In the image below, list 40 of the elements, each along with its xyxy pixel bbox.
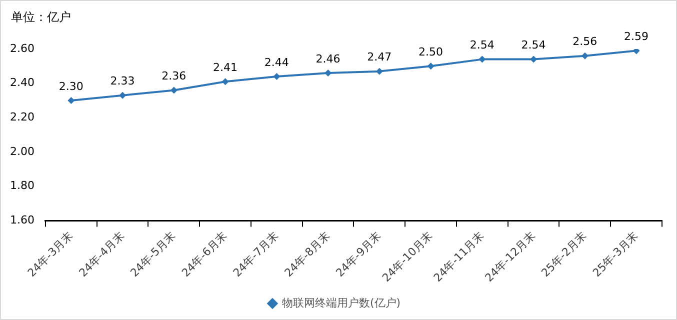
data-label: 2.54 xyxy=(470,38,494,52)
x-tick-label: 24年-7月末 xyxy=(230,229,281,280)
point xyxy=(632,49,640,54)
y-tick-label: 2.60 xyxy=(10,42,34,55)
x-tick-label: 24年-4月末 xyxy=(76,229,127,280)
point xyxy=(324,70,332,77)
point xyxy=(68,97,75,104)
y-tick-label: 2.40 xyxy=(10,76,34,90)
point xyxy=(170,86,178,94)
x-tick-label: 24年-5月末 xyxy=(128,229,178,280)
data-label: 2.41 xyxy=(213,60,238,74)
data-label: 2.46 xyxy=(316,52,340,66)
x-tick-label: 24年-3月末 xyxy=(25,229,76,280)
x-tick-label: 25年-2月末 xyxy=(538,229,590,280)
y-tick-label: 1.60 xyxy=(10,214,34,227)
y-axis-title: 单位：亿户 xyxy=(11,9,71,26)
y-tick-label: 1.80 xyxy=(10,179,34,192)
data-label: 2.30 xyxy=(58,80,84,93)
x-tick-label: 24年-8月末 xyxy=(282,229,332,280)
point xyxy=(478,56,486,63)
point xyxy=(222,78,229,86)
legend-label: 物联网终端用户数(亿户) xyxy=(282,296,401,310)
point xyxy=(119,92,126,99)
point xyxy=(530,56,538,63)
data-label: 2.47 xyxy=(367,50,392,64)
data-label: 2.36 xyxy=(162,70,186,83)
point xyxy=(581,52,588,60)
x-tick-label: 24年-6月末 xyxy=(179,229,230,280)
point xyxy=(427,62,434,70)
point xyxy=(376,68,383,75)
y-tick-label: 2.00 xyxy=(10,144,34,158)
data-label: 2.44 xyxy=(264,56,289,69)
y-tick-label: 2.20 xyxy=(10,110,34,124)
data-label: 2.33 xyxy=(110,74,135,88)
x-tick-label: 25年-3月末 xyxy=(590,229,640,280)
data-label: 2.56 xyxy=(572,35,598,48)
point xyxy=(273,72,280,80)
data-label: 2.54 xyxy=(521,38,546,52)
data-label: 2.50 xyxy=(418,46,444,59)
data-label: 2.59 xyxy=(624,30,649,44)
